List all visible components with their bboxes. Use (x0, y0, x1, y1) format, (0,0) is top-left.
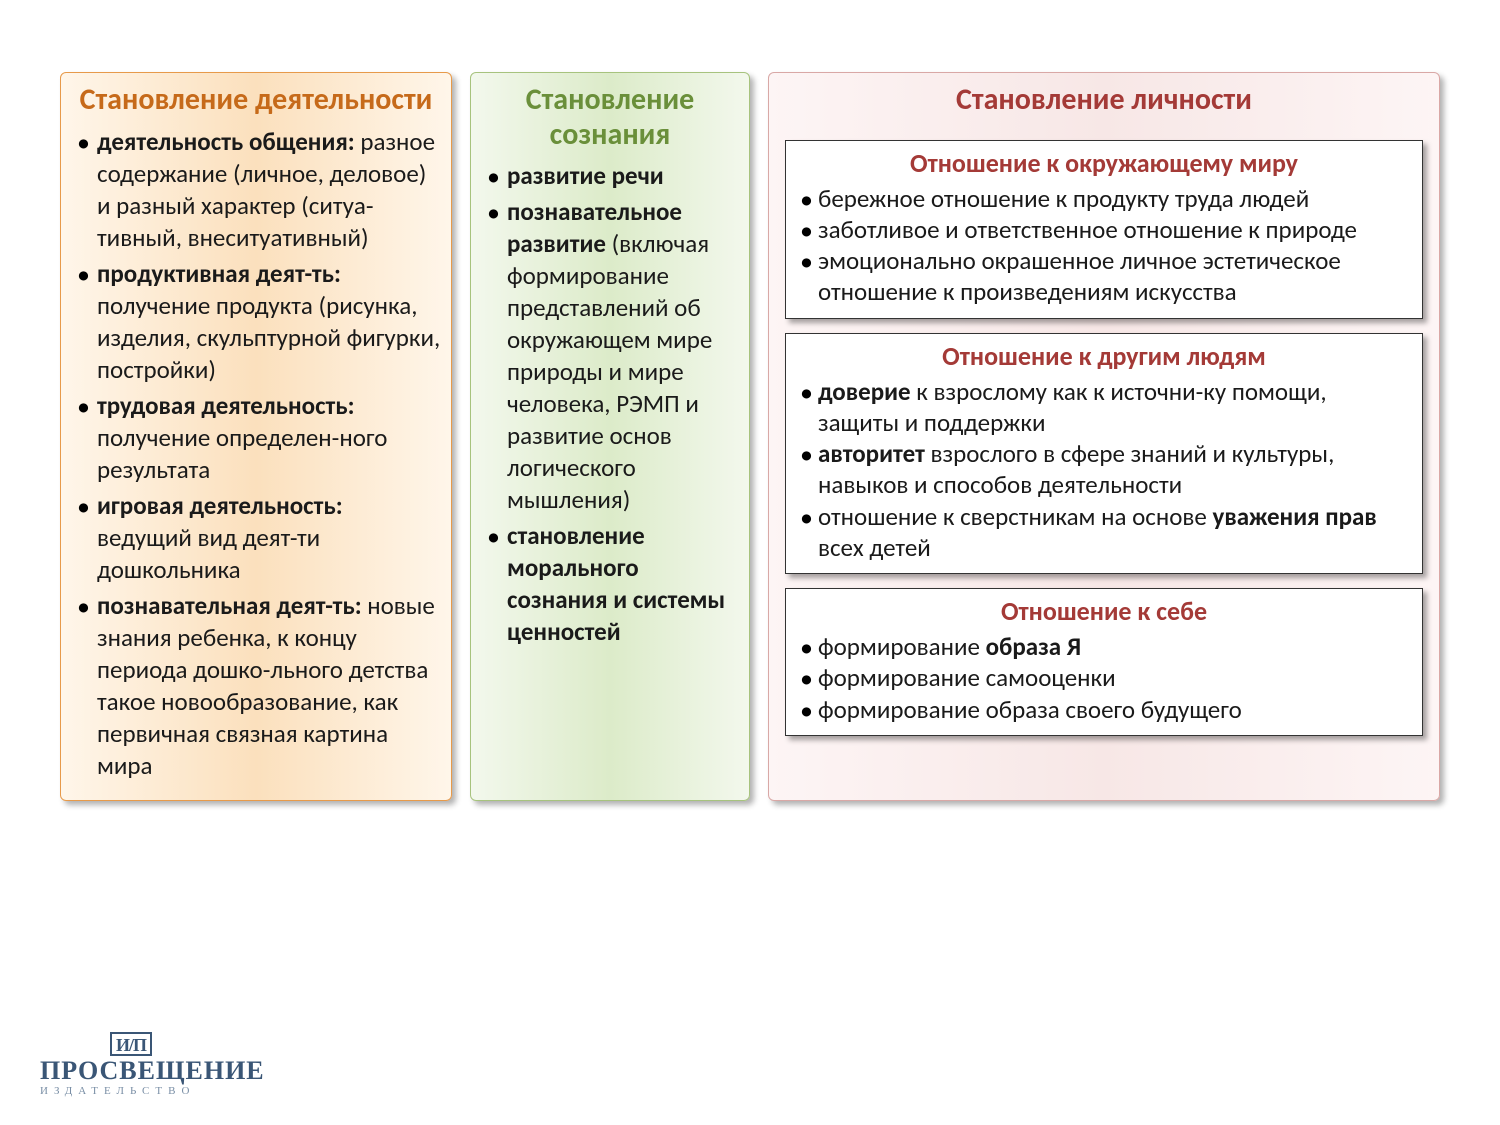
list-item: отношение к сверстникам на основе уважен… (796, 501, 1412, 564)
list-item: доверие к взрослому как к источни-ку пом… (796, 376, 1412, 439)
subbox-world: Отношение к окружающему миру бережное от… (785, 140, 1423, 319)
list-item: авторитет взрослого в сфере знаний и кул… (796, 438, 1412, 501)
list-item: продуктивная деят-ть: получение продукта… (73, 258, 441, 386)
list-item: развитие речи (483, 160, 739, 192)
list-item: познавательное развитие (включая формиро… (483, 196, 739, 516)
list-item: познавательная деят-ть: новые знания реб… (73, 590, 441, 782)
list-item: формирование самооценки (796, 662, 1412, 693)
logo-sub: ИЗДАТЕЛЬСТВО (40, 1086, 265, 1097)
subbox-others-title: Отношение к другим людям (796, 340, 1412, 372)
panel-activity: Становление деятельности деятельность об… (60, 72, 452, 801)
list-item: трудовая деятельность: получение определ… (73, 390, 441, 486)
panel-consciousness: Становление сознания развитие речи познав… (470, 72, 750, 801)
list-item: заботливое и ответственное отношение к п… (796, 214, 1412, 245)
list-item: игровая деятельность: ведущий вид деят-т… (73, 490, 441, 586)
panel-consciousness-list: развитие речи познавательное развитие (вк… (481, 160, 739, 648)
panel-activity-title: Становление деятельности (71, 83, 441, 118)
slide: Становление деятельности деятельность об… (60, 72, 1440, 801)
subbox-self: Отношение к себе формирование образа Яфо… (785, 588, 1423, 736)
subbox-others-list: доверие к взрослому как к источни-ку пом… (796, 376, 1412, 564)
list-item: деятельность общения: разное содержание … (73, 126, 441, 254)
panel-activity-list: деятельность общения: разное содержание … (71, 126, 441, 782)
panel-personality-title: Становление личности (779, 83, 1429, 118)
panel-consciousness-title: Становление сознания (481, 83, 739, 152)
publisher-logo: И/П ПРОСВЕЩЕНИЕ ИЗДАТЕЛЬСТВО (40, 1032, 265, 1097)
subbox-world-title: Отношение к окружающему миру (796, 147, 1412, 179)
subbox-self-title: Отношение к себе (796, 595, 1412, 627)
logo-main: ПРОСВЕЩЕНИЕ (40, 1058, 265, 1084)
list-item: бережное отношение к продукту труда люде… (796, 183, 1412, 214)
subbox-others: Отношение к другим людям доверие к взрос… (785, 333, 1423, 575)
list-item: формирование образа Я (796, 631, 1412, 662)
list-item: становление морального сознания и систем… (483, 520, 739, 648)
subbox-world-list: бережное отношение к продукту труда люде… (796, 183, 1412, 308)
list-item: формирование образа своего будущего (796, 694, 1412, 725)
logo-mark: И/П (110, 1032, 152, 1056)
panel-personality: Становление личности Отношение к окружаю… (768, 72, 1440, 801)
list-item: эмоционально окрашенное личное эстетичес… (796, 245, 1412, 308)
subbox-self-list: формирование образа Яформирование самооц… (796, 631, 1412, 725)
